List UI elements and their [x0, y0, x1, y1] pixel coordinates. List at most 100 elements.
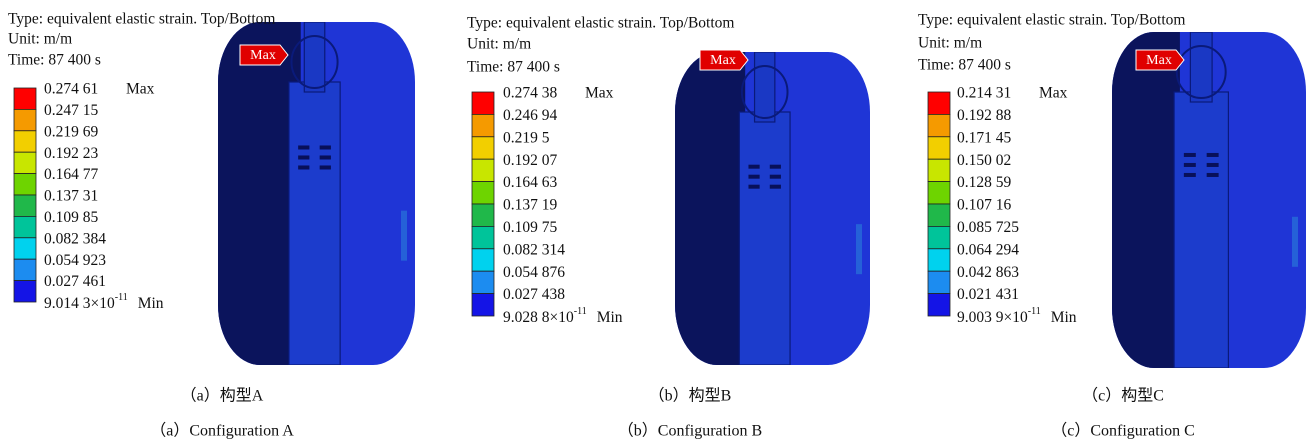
column [1173, 91, 1229, 368]
legend-swatch [927, 136, 951, 160]
column [738, 111, 791, 365]
header-line: Time: 87 400 s [8, 52, 101, 69]
slot [748, 164, 760, 169]
legend-swatch [927, 114, 951, 138]
slot [769, 164, 781, 169]
slot [769, 174, 781, 179]
legend-value: 0.064 294 [957, 241, 1019, 258]
neck [303, 22, 326, 93]
legend-swatch [471, 203, 495, 227]
legend-value: 0.164 63 [503, 174, 558, 191]
max-marker [239, 44, 289, 66]
slot [1183, 172, 1196, 177]
legend-value: 0.054 876 [503, 264, 565, 281]
header-line: Type: equivalent elastic strain. Top/Bot… [918, 12, 1185, 29]
panel: Max Type: equivalent elastic strain. Top/… [8, 11, 415, 440]
legend-swatch [927, 293, 951, 317]
slot [1183, 162, 1196, 167]
legend-swatch [471, 225, 495, 250]
min-tag: Min [597, 309, 623, 326]
header-line: Time: 87 400 s [918, 57, 1011, 74]
legend-swatch [13, 151, 37, 174]
legend-value: 0.137 31 [44, 188, 98, 205]
legend-value: 0.192 07 [503, 152, 558, 169]
slot [769, 184, 781, 189]
legend-min: 9.028 8×10-11 Min [503, 306, 623, 325]
legend-swatch [13, 130, 37, 153]
neck [753, 52, 776, 123]
legend-swatch [927, 248, 951, 272]
legend-swatch [471, 270, 495, 295]
slot [319, 145, 331, 150]
panel: Max Type: equivalent elastic strain. Top/… [918, 12, 1306, 440]
legend-value: 0.082 314 [503, 241, 565, 258]
legend-value: 0.054 923 [44, 252, 106, 269]
legend-value: 0.192 88 [957, 107, 1012, 124]
header-line: Type: equivalent elastic strain. Top/Bot… [467, 15, 734, 32]
legend-value: 0.219 5 [503, 129, 550, 146]
legend-swatch [471, 114, 495, 138]
legend-value: 0.082 384 [44, 230, 106, 247]
legend-swatch [13, 173, 37, 196]
slot [748, 184, 760, 189]
min-mantissa: 9.014 3×10 [44, 295, 115, 312]
header-line: Type: equivalent elastic strain. Top/Bot… [8, 11, 275, 28]
legend-swatch [927, 158, 951, 182]
header-line: Unit: m/m [8, 31, 72, 48]
legend-swatch [927, 181, 951, 205]
edge-patch [1292, 216, 1298, 267]
slot [298, 155, 310, 160]
legend-value: 0.128 59 [957, 174, 1012, 191]
panel: Max Type: equivalent elastic strain. Top/… [467, 15, 870, 440]
dark-side [218, 22, 301, 365]
neck [1189, 32, 1213, 103]
slot [748, 174, 760, 179]
legend-value: 0.027 438 [503, 286, 565, 303]
min-mantissa: 9.003 9×10 [957, 309, 1028, 326]
legend-value: 0.274 61 [44, 81, 98, 98]
legend-swatch [927, 225, 951, 250]
legend-swatch [13, 109, 37, 132]
max-marker [1135, 49, 1185, 71]
contour [218, 22, 415, 365]
min-exponent: -11 [574, 306, 587, 317]
legend-swatch [471, 91, 495, 115]
legend-swatch [13, 258, 37, 282]
column [288, 81, 341, 365]
dark-side [1112, 32, 1180, 368]
max-marker-label: Max [250, 48, 276, 63]
min-mantissa: 9.028 8×10 [503, 309, 574, 326]
edge-patch [856, 224, 862, 275]
slot [1206, 152, 1219, 157]
legend-value: 0.137 19 [503, 197, 558, 214]
legend-swatch [471, 181, 495, 205]
min-tag: Min [138, 295, 164, 312]
legend-min: 9.014 3×10-11 Min [44, 292, 164, 311]
legend-swatch [13, 215, 37, 239]
caption-en: （a）Configuration A [150, 422, 294, 440]
legend-max-tag: Max [126, 81, 155, 98]
caption-en: （c）Configuration C [1051, 422, 1195, 440]
header-line: Unit: m/m [467, 36, 531, 53]
slot [1183, 152, 1196, 157]
legend-min: 9.003 9×10-11 Min [957, 306, 1077, 325]
contour [1112, 32, 1306, 368]
bulb [1175, 45, 1227, 99]
legend-value: 0.042 863 [957, 264, 1019, 281]
legend-value: 0.150 02 [957, 152, 1011, 169]
dark-side [675, 52, 746, 365]
legend-swatch [471, 293, 495, 317]
min-exponent: -11 [115, 292, 128, 303]
caption-cn: （b）构型B [649, 387, 732, 405]
legend-value: 0.192 23 [44, 145, 99, 162]
legend-swatch [927, 270, 951, 295]
bulb [740, 65, 789, 119]
legend-value: 0.164 77 [44, 166, 99, 183]
bulb [290, 35, 339, 89]
legend-value: 0.247 15 [44, 102, 99, 119]
header-line: Time: 87 400 s [467, 59, 560, 76]
legend-swatch [13, 194, 37, 217]
legend-swatch [927, 91, 951, 115]
legend-value: 0.107 16 [957, 197, 1012, 214]
